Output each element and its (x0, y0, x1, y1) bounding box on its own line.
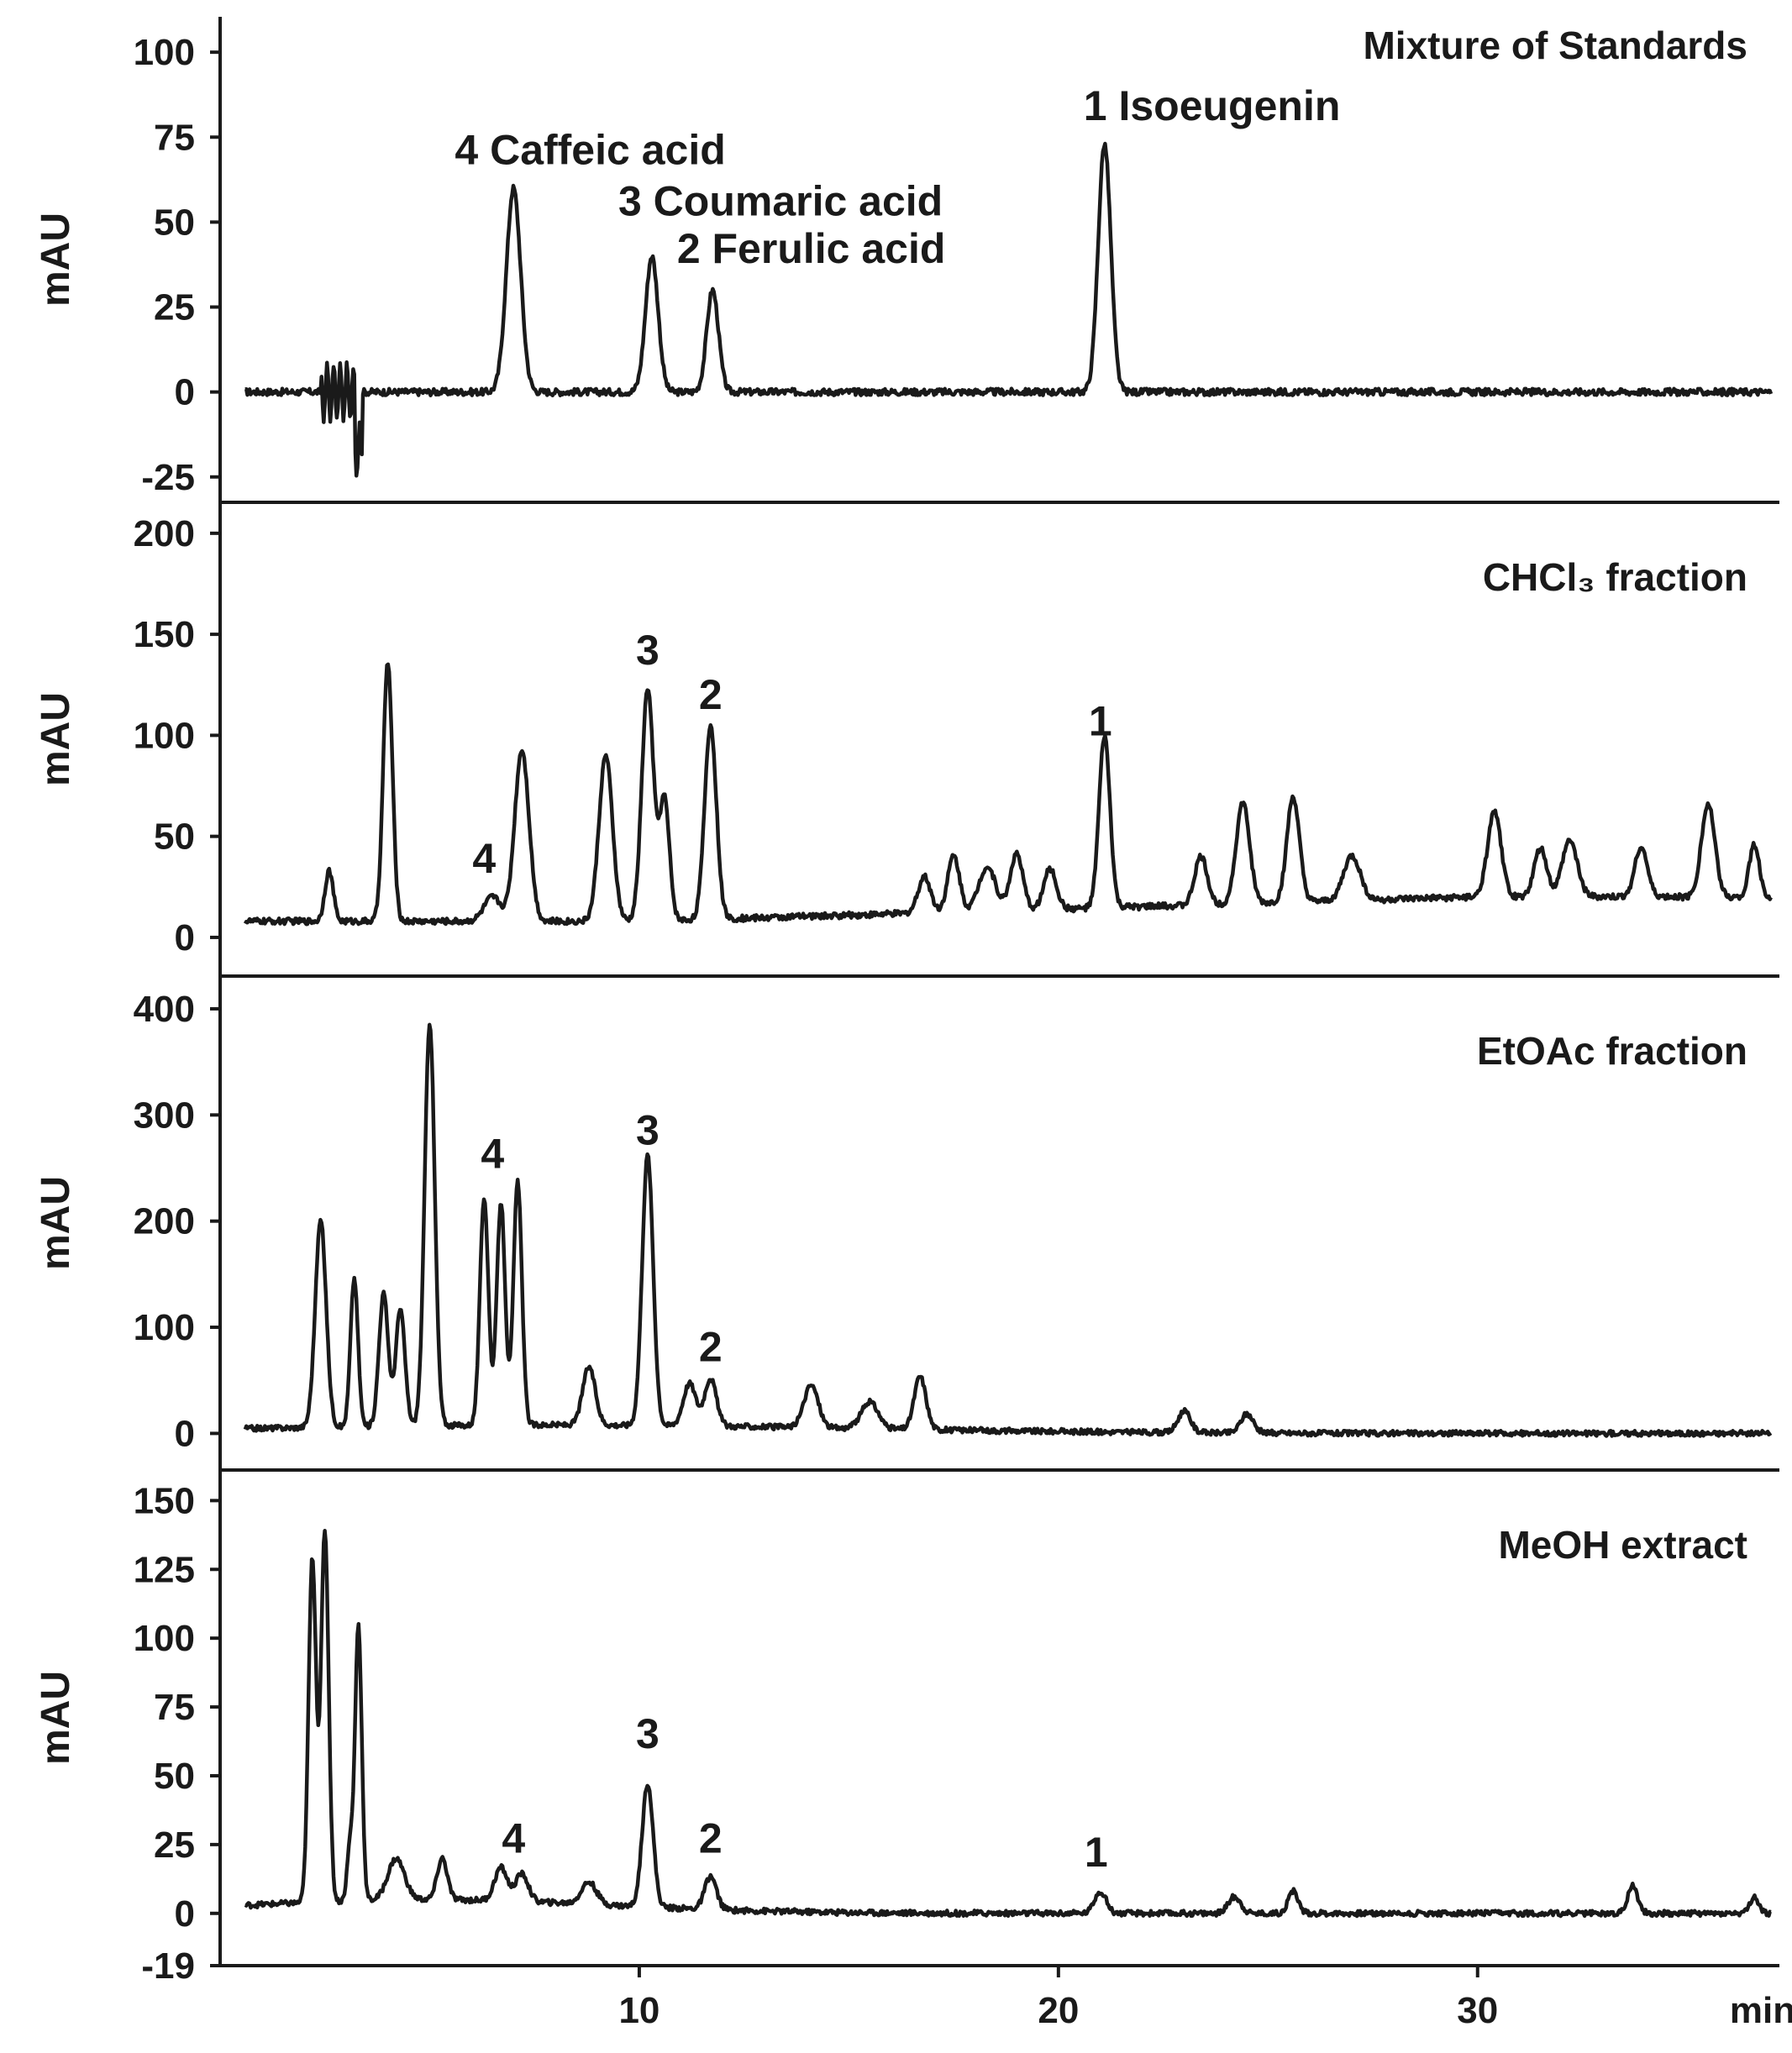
y-axis-title: mAU (34, 1176, 78, 1270)
peak-label: 4 (502, 1815, 525, 1862)
y-tick-label: 50 (154, 816, 195, 858)
y-tick-label: 100 (134, 1307, 195, 1348)
panel-3: 400 300 200 100 0 mAU EtOAc fraction 4 3 2 (34, 976, 1779, 1472)
peak-label: 4 (481, 1131, 504, 1178)
y-tick-label: 300 (134, 1095, 195, 1136)
x-tick-label: 20 (1038, 1990, 1079, 2031)
y-tick-label: -19 (141, 1945, 195, 1987)
panel-title: CHCl₃ fraction (1483, 555, 1747, 599)
x-tick-label: 30 (1457, 1990, 1498, 2031)
panel-title: Mixture of Standards (1363, 24, 1747, 67)
y-tick-label: 0 (175, 917, 195, 958)
peak-label: 3 (636, 1107, 660, 1154)
panel-2: 200 150 100 50 0 mAU CHCl₃ fraction 32 1 4 (34, 502, 1779, 978)
x-tick-label: 10 (618, 1990, 660, 2031)
chromatogram-trace (243, 662, 1773, 927)
peak-label: 4 Caffeic acid (455, 127, 725, 174)
y-tick-label: 0 (175, 1893, 195, 1935)
peak-label: 1 (1089, 697, 1112, 744)
chromatogram-trace (244, 1529, 1772, 1919)
chromatogram-trace (243, 1022, 1773, 1438)
x-axis-title: min (1730, 1990, 1792, 2031)
chromatogram-trace (244, 141, 1774, 478)
y-tick-label: 50 (154, 202, 195, 243)
y-tick-label: 125 (134, 1549, 195, 1590)
y-tick-label: 400 (134, 989, 195, 1030)
y-axis-title: mAU (34, 1671, 78, 1765)
peak-label: 2 (699, 1815, 723, 1862)
peak-label: 3 (636, 1710, 660, 1757)
y-tick-label: 100 (134, 715, 195, 756)
y-tick-label: 50 (154, 1756, 195, 1797)
y-tick-label: 200 (134, 513, 195, 554)
y-tick-label: 75 (154, 117, 195, 158)
y-tick-label: 25 (154, 1825, 195, 1866)
panel-title: MeOH extract (1498, 1523, 1747, 1567)
peak-label: 3 Coumaric acid (618, 177, 943, 224)
peak-label: 1 (1085, 1829, 1108, 1876)
y-tick-label: 25 (154, 287, 195, 328)
peak-label: 2 (699, 671, 723, 718)
panel-1: 100 75 50 25 0 -25 mAU Mixture of Standards 4 Ca… (34, 17, 1779, 504)
peak-label: 3 (636, 627, 660, 674)
y-tick-label: -25 (141, 457, 195, 498)
y-axis-title: mAU (34, 692, 78, 786)
y-tick-label: 200 (134, 1201, 195, 1242)
y-tick-label: 150 (134, 614, 195, 655)
panel-title: EtOAc fraction (1477, 1029, 1747, 1073)
y-tick-label: 0 (175, 372, 195, 413)
y-tick-label: 0 (175, 1413, 195, 1454)
y-axis-title: mAU (34, 213, 78, 307)
panel-4: 150 125 100 75 50 25 0 -19 mAU MeOH extract 4 3 2 1 10… (34, 1470, 1792, 2031)
y-tick-label: 150 (134, 1480, 195, 1521)
peak-label: 2 Ferulic acid (677, 225, 946, 272)
peak-label: 1 Isoeugenin (1084, 82, 1341, 129)
peak-label: 4 (472, 835, 496, 882)
y-tick-label: 100 (134, 32, 195, 73)
peak-label: 2 (699, 1323, 723, 1370)
y-tick-label: 100 (134, 1618, 195, 1659)
y-tick-label: 75 (154, 1687, 195, 1728)
